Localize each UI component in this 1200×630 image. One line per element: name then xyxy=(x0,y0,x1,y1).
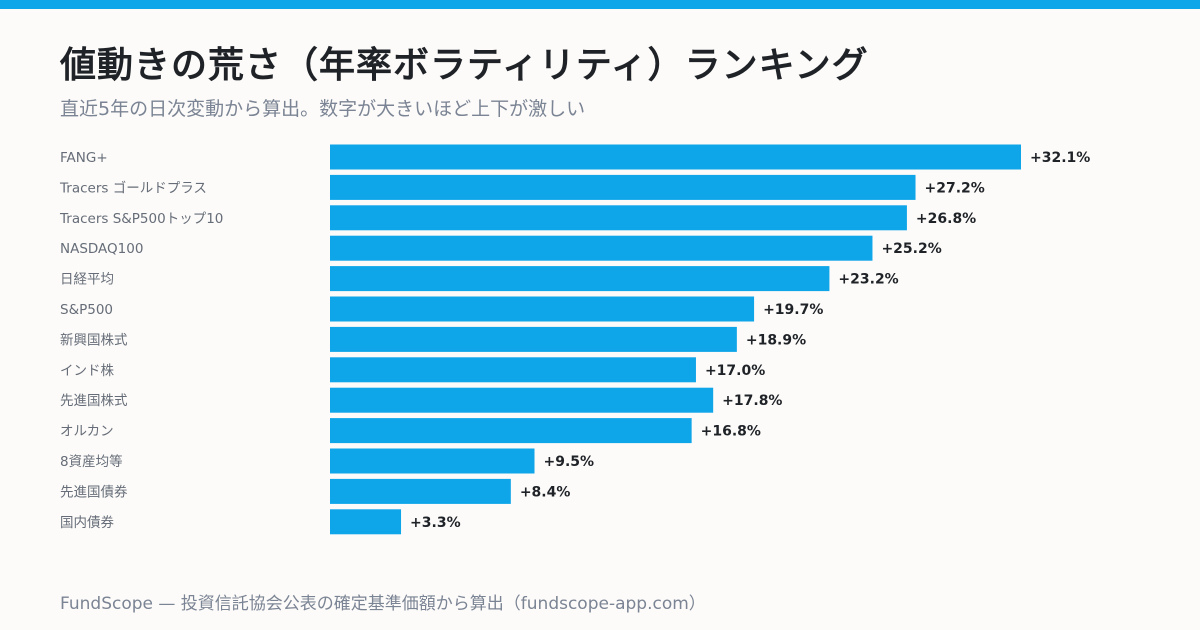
bar xyxy=(330,205,907,231)
value-label: +26.8% xyxy=(916,211,976,227)
category-label: インド株 xyxy=(60,363,114,379)
value-label: +8.4% xyxy=(520,484,571,500)
category-label: 8資産均等 xyxy=(60,453,123,470)
bar xyxy=(330,296,755,322)
category-label: S&P500 xyxy=(60,302,113,318)
category-label: FANG+ xyxy=(60,150,108,166)
page-title: 値動きの荒さ（年率ボラティリティ）ランキング xyxy=(60,45,869,86)
category-label: Tracers ゴールドプラス xyxy=(59,179,207,196)
category-label: 国内債券 xyxy=(60,515,114,531)
bar xyxy=(330,418,692,444)
value-label: +16.8% xyxy=(701,424,761,440)
bar xyxy=(330,387,714,413)
top-accent-bar xyxy=(0,0,1200,9)
category-label: 先進国株式 xyxy=(60,393,128,409)
category-label: オルカン xyxy=(60,424,114,440)
value-label: +27.2% xyxy=(925,180,985,196)
value-label: +3.3% xyxy=(410,515,461,531)
value-label: +23.2% xyxy=(838,272,898,288)
bar xyxy=(330,478,511,504)
bar xyxy=(330,144,1021,170)
bar xyxy=(330,266,830,292)
category-label: 新興国株式 xyxy=(60,332,128,348)
category-label: Tracers S&P500トップ10 xyxy=(59,211,223,227)
bar xyxy=(330,174,916,200)
value-label: +17.0% xyxy=(705,363,765,379)
bar xyxy=(330,448,535,474)
category-label: 先進国債券 xyxy=(60,484,128,500)
source-footer: FundScope — 投資信託協会公表の確定基準価額から算出（fundscop… xyxy=(60,594,706,614)
value-label: +19.7% xyxy=(763,302,823,318)
page-subtitle: 直近5年の日次変動から算出。数字が大きいほど上下が激しい xyxy=(60,98,586,120)
value-label: +32.1% xyxy=(1030,150,1090,166)
bar xyxy=(330,357,696,383)
bar xyxy=(330,326,737,352)
value-label: +9.5% xyxy=(544,454,595,470)
value-label: +17.8% xyxy=(722,393,782,409)
bar xyxy=(330,509,402,535)
bar xyxy=(330,235,873,261)
value-label: +25.2% xyxy=(881,241,941,257)
value-label: +18.9% xyxy=(746,332,806,348)
category-label: NASDAQ100 xyxy=(60,241,143,257)
category-label: 日経平均 xyxy=(60,272,114,288)
